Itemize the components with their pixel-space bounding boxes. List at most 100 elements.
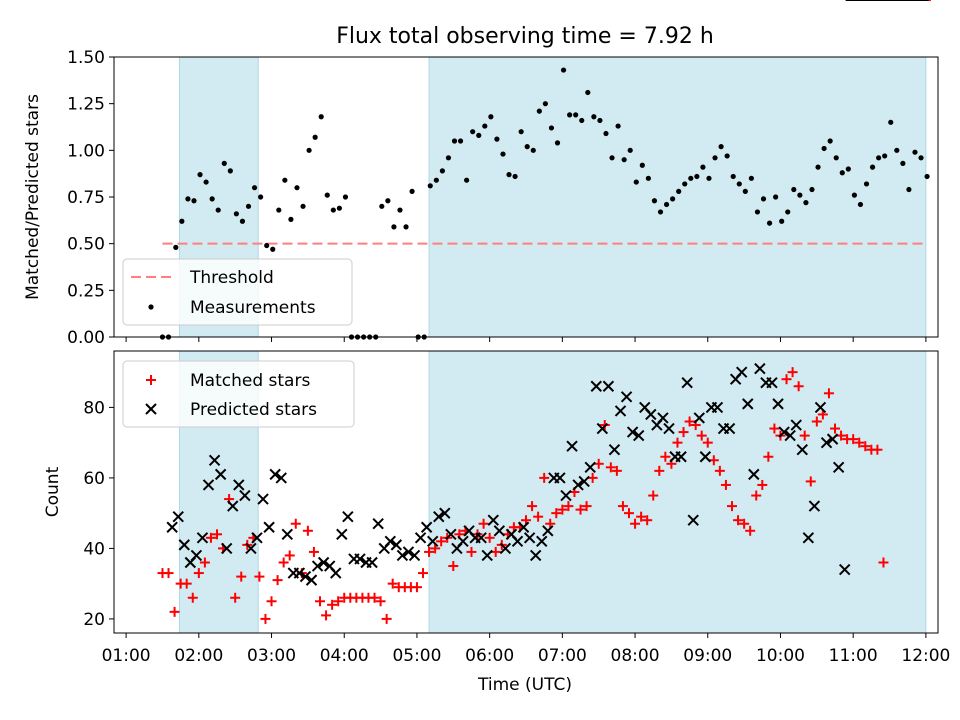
measurement-point [869, 164, 876, 170]
predicted-star-point [433, 510, 445, 523]
predicted-star-point [826, 433, 839, 445]
legend-box [122, 258, 353, 326]
measurement-point [839, 170, 845, 176]
predicted-star-point [772, 398, 784, 410]
predicted-star-point [626, 426, 639, 438]
predicted-star-point [808, 500, 821, 512]
matched-star-point [272, 575, 283, 586]
measurement-point [488, 114, 494, 120]
measurement-point [676, 188, 682, 194]
measurement-point [227, 168, 233, 174]
matched-star-point [527, 501, 538, 512]
measurement-point [627, 147, 633, 153]
predicted-star-point [366, 556, 378, 569]
y-tick-label: 40 [83, 539, 105, 559]
x-stroke-b [227, 500, 239, 512]
y-tick-label: 20 [83, 610, 105, 630]
matched-star-point [727, 501, 737, 512]
predicted-star-point [578, 475, 590, 488]
predicted-star-point [269, 468, 281, 481]
x-stroke-b [826, 433, 839, 445]
measurement-point [706, 175, 712, 181]
matched-star-point [484, 532, 495, 543]
measurement-point [682, 181, 688, 187]
x-stroke-b [645, 408, 657, 421]
matched-star-point [181, 578, 192, 589]
x-stroke-b [172, 510, 184, 523]
x-stroke-b [505, 528, 518, 541]
x-tick-label: 02:00 [174, 646, 223, 666]
matched-star-point [611, 465, 622, 476]
x-stroke-b [166, 521, 178, 533]
measurement-point [506, 172, 512, 178]
measurement-point [439, 168, 445, 174]
top-y-axis-label: Matched/Predicted stars [23, 94, 43, 300]
measurement-point [712, 155, 718, 161]
measurement-point [779, 218, 785, 224]
x-tick-label: 09:00 [683, 646, 732, 666]
predicted-star-point [748, 468, 760, 481]
measurement-point [270, 246, 276, 252]
measurement-point [857, 201, 864, 208]
predicted-star-point [172, 510, 184, 523]
predicted-star-point [675, 451, 687, 463]
matched-star-point [648, 490, 659, 501]
x-stroke-b [305, 574, 318, 586]
matched-star-point [230, 592, 241, 603]
predicted-star-point [439, 507, 451, 519]
matched-star-point [315, 596, 325, 607]
measurement-point [500, 151, 506, 157]
measurement-point [748, 175, 754, 181]
predicted-star-point [529, 549, 542, 562]
x-stroke-b [239, 489, 251, 502]
matched-star-point [193, 568, 204, 579]
x-stroke-b [311, 560, 324, 572]
y-tick-label: 0.25 [67, 281, 105, 301]
matched-star-point [539, 472, 550, 483]
x-stroke-b [445, 528, 457, 541]
matched-star-point [654, 465, 665, 476]
x-stroke-b [681, 377, 693, 389]
measurement-point [312, 134, 318, 140]
x-stroke-b [257, 493, 269, 505]
measurement-point [888, 119, 894, 125]
matched-star-point [781, 374, 792, 385]
x-stroke-b [796, 443, 808, 456]
measurement-point [609, 155, 615, 161]
bottom-legend: Matched stars Predicted stars [122, 360, 355, 428]
measurement-point [579, 117, 585, 124]
x-stroke-b [323, 560, 336, 572]
measurement-point [615, 123, 621, 129]
x-stroke-b [766, 377, 778, 389]
predicted-star-point [281, 528, 293, 541]
x-stroke-b [251, 532, 263, 544]
matched-star-point [266, 596, 277, 607]
x-stroke-b [196, 532, 209, 544]
x-stroke-b [366, 556, 378, 569]
predicted-star-point [214, 468, 227, 481]
matched-star-point [733, 515, 744, 526]
legend-measurements-label: Measurements [190, 298, 316, 318]
predicted-star-point [499, 542, 512, 555]
predicted-star-point [802, 532, 815, 544]
measurement-point [258, 194, 264, 200]
x-tick-label: 07:00 [538, 646, 587, 666]
predicted-star-point [590, 380, 602, 392]
measurement-point [397, 207, 403, 213]
measurement-point [470, 129, 476, 135]
measurement-point [427, 183, 433, 189]
predicted-star-point [632, 429, 645, 442]
predicted-star-point [663, 422, 675, 435]
predicted-star-point [414, 532, 427, 544]
measurement-point [876, 155, 882, 161]
x-stroke-b [778, 426, 790, 438]
matched-star-point [787, 367, 798, 378]
measurement-point [548, 125, 555, 131]
measurement-point [657, 209, 664, 215]
measurement-point [554, 140, 561, 146]
x-stroke-b [735, 366, 748, 378]
matched-star-point [696, 430, 707, 441]
measurement-point [651, 198, 658, 204]
legend-matched-label: Matched stars [190, 371, 310, 391]
measurement-point [912, 149, 918, 155]
